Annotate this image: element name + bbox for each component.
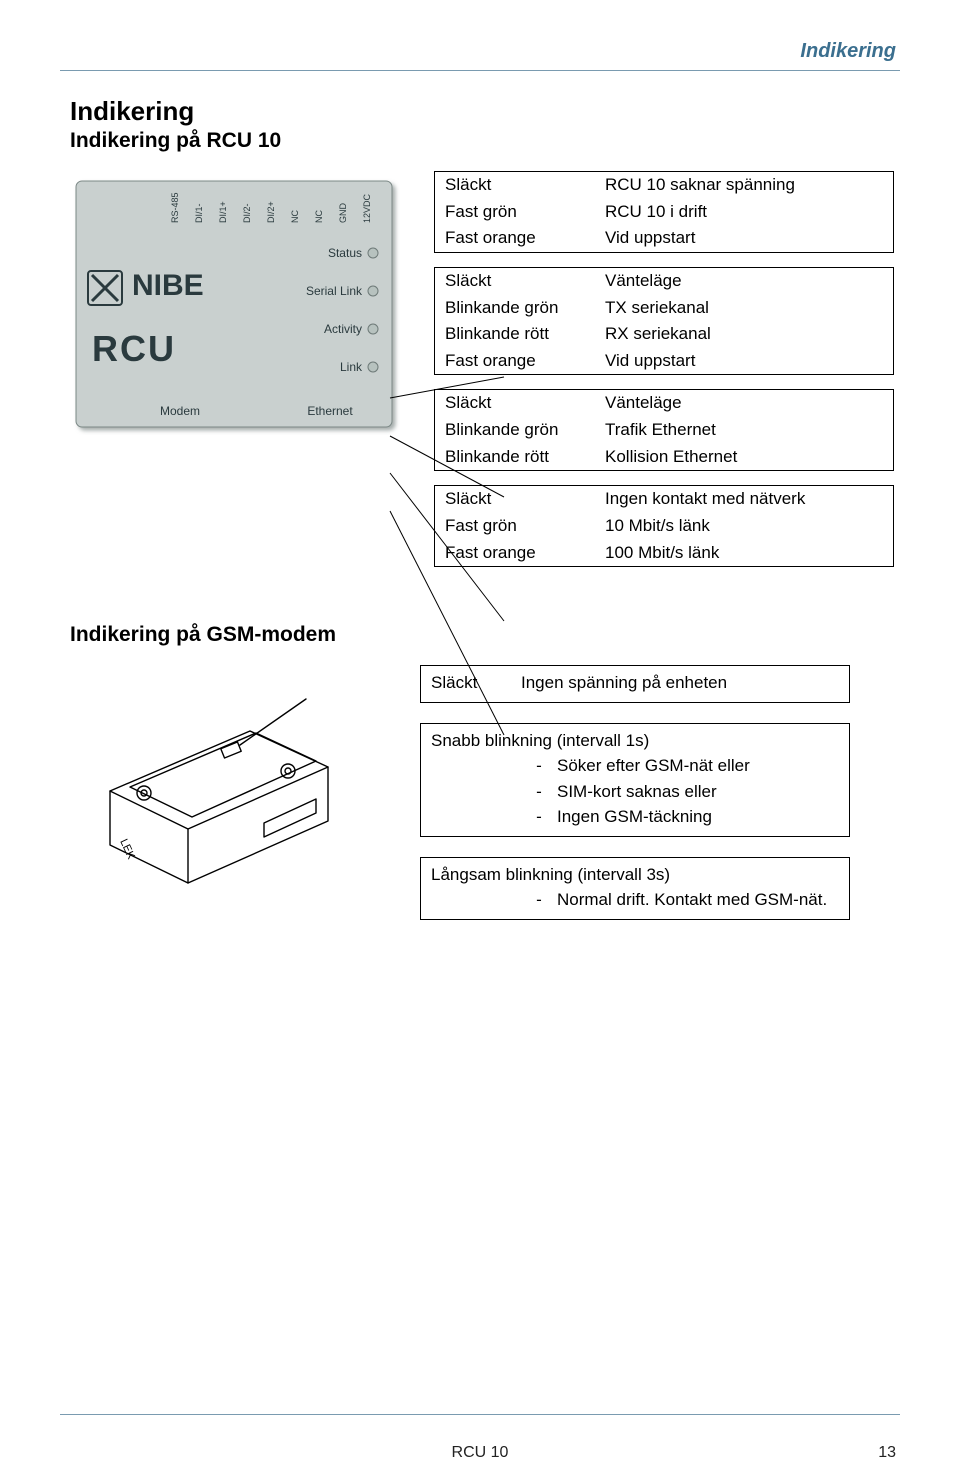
svg-text:Status: Status <box>328 246 362 260</box>
gsm-modem-image: LEK <box>70 671 350 891</box>
svg-text:Link: Link <box>340 360 363 374</box>
svg-text:DI/1+: DI/1+ <box>218 201 228 223</box>
table-row: Blinkande grönTrafik Ethernet <box>435 417 893 444</box>
table-row: SläcktIngen kontakt med nätverk <box>435 486 893 513</box>
table-cell: Fast grön <box>445 200 605 225</box>
svg-text:RS-485: RS-485 <box>170 192 180 223</box>
svg-text:DI/2-: DI/2- <box>242 203 252 223</box>
svg-text:Activity: Activity <box>324 322 362 336</box>
gsm-item: -Normal drift. Kontakt med GSM-nät. <box>431 887 839 913</box>
footer-page-number: 13 <box>878 1444 896 1462</box>
section-title-gsm: Indikering på GSM-modem <box>70 623 900 647</box>
table-cell: Ingen kontakt med nätverk <box>605 487 883 512</box>
table-cell: Blinkande grön <box>445 418 605 443</box>
table-row: Blinkande röttRX seriekanal <box>435 321 893 348</box>
table-row: Blinkande grönTX seriekanal <box>435 295 893 322</box>
table-cell: 100 Mbit/s länk <box>605 541 883 566</box>
svg-text:12VDC: 12VDC <box>362 193 372 223</box>
table-row: Fast orangeVid uppstart <box>435 348 893 375</box>
table-cell: Blinkande rött <box>445 322 605 347</box>
gsm-title: Långsam blinkning (intervall 3s) <box>431 862 839 888</box>
table-cell: Släckt <box>445 487 605 512</box>
model-text: RCU <box>92 328 176 369</box>
table-cell: Trafik Ethernet <box>605 418 883 443</box>
status-table-3: SläcktVäntelägeBlinkande grönTrafik Ethe… <box>434 389 894 471</box>
table-row: Fast grön10 Mbit/s länk <box>435 513 893 540</box>
svg-text:Serial Link: Serial Link <box>306 284 363 298</box>
table-row: Fast orange100 Mbit/s länk <box>435 540 893 567</box>
gsm-box1-c1: Släckt <box>431 670 521 696</box>
gsm-box-2: Snabb blinkning (intervall 1s) -Söker ef… <box>420 723 850 837</box>
gsm-item: -Söker efter GSM-nät eller <box>431 753 839 779</box>
section-title-rcu: Indikering på RCU 10 <box>70 129 900 153</box>
table-cell: RCU 10 saknar spänning <box>605 173 883 198</box>
rcu-device-image: RS-485 DI/1- DI/1+ DI/2- DI/2+ NC NC GND 12VDC N… <box>70 175 400 435</box>
svg-text:NC: NC <box>314 210 324 223</box>
svg-text:Ethernet: Ethernet <box>307 404 353 418</box>
table-cell: Blinkande grön <box>445 296 605 321</box>
svg-text:NC: NC <box>290 210 300 223</box>
page-title: Indikering <box>70 96 900 127</box>
svg-text:Modem: Modem <box>160 404 200 418</box>
table-cell: Fast orange <box>445 541 605 566</box>
gsm-box-3: Långsam blinkning (intervall 3s) -Normal… <box>420 857 850 920</box>
table-cell: Släckt <box>445 173 605 198</box>
table-row: SläcktVänteläge <box>435 390 893 417</box>
svg-text:DI/2+: DI/2+ <box>266 201 276 223</box>
gsm-title: Snabb blinkning (intervall 1s) <box>431 728 839 754</box>
status-table-4: SläcktIngen kontakt med nätverkFast grön… <box>434 485 894 567</box>
gsm-box-1: Släckt Ingen spänning på enheten <box>420 665 850 703</box>
table-cell: TX seriekanal <box>605 296 883 321</box>
table-row: Fast grönRCU 10 i drift <box>435 199 893 226</box>
gsm-item: -Ingen GSM-täckning <box>431 804 839 830</box>
table-cell: RX seriekanal <box>605 322 883 347</box>
table-cell: Vänteläge <box>605 391 883 416</box>
table-cell: Fast orange <box>445 226 605 251</box>
table-cell: Fast grön <box>445 514 605 539</box>
table-cell: Fast orange <box>445 349 605 374</box>
table-row: Blinkande röttKollision Ethernet <box>435 444 893 471</box>
brand-text: NIBE <box>132 269 204 302</box>
table-cell: Vid uppstart <box>605 349 883 374</box>
table-cell: 10 Mbit/s länk <box>605 514 883 539</box>
gsm-box1-c2: Ingen spänning på enheten <box>521 670 727 696</box>
svg-text:DI/1-: DI/1- <box>194 203 204 223</box>
table-row: SläcktVänteläge <box>435 268 893 295</box>
table-cell: Kollision Ethernet <box>605 445 883 470</box>
status-table-1: SläcktRCU 10 saknar spänningFast grönRCU… <box>434 171 894 253</box>
footer-center: RCU 10 <box>60 1444 900 1462</box>
svg-text:GND: GND <box>338 203 348 224</box>
page-footer: RCU 10 13 <box>60 1414 900 1440</box>
table-row: Fast orangeVid uppstart <box>435 225 893 252</box>
running-header: Indikering <box>800 40 896 63</box>
table-cell: Släckt <box>445 269 605 294</box>
table-cell: Släckt <box>445 391 605 416</box>
table-row: SläcktRCU 10 saknar spänning <box>435 172 893 199</box>
top-rule <box>60 70 900 71</box>
gsm-item: -SIM-kort saknas eller <box>431 779 839 805</box>
table-cell: Blinkande rött <box>445 445 605 470</box>
table-cell: Vänteläge <box>605 269 883 294</box>
status-table-2: SläcktVäntelägeBlinkande grönTX seriekan… <box>434 267 894 376</box>
table-cell: RCU 10 i drift <box>605 200 883 225</box>
table-cell: Vid uppstart <box>605 226 883 251</box>
